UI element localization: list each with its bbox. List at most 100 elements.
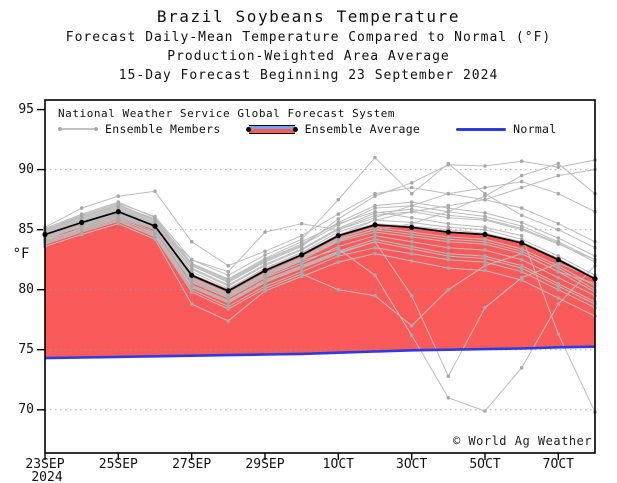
ensemble-member-marker xyxy=(556,302,561,306)
ensemble-member-line xyxy=(44,223,596,322)
ensemble-member-marker xyxy=(153,214,157,219)
ensemble-average-marker xyxy=(225,288,231,294)
member-line-icon xyxy=(62,128,94,130)
ensemble-average-legend-label: Ensemble Average xyxy=(304,122,421,136)
x-tick-label-29SEP: 29SEP xyxy=(245,457,285,472)
ensemble-average-marker xyxy=(152,223,158,229)
ensemble-member-line xyxy=(44,215,596,303)
ensemble-member-marker xyxy=(519,173,524,178)
y-tick-label-95: 95 xyxy=(18,101,34,117)
ensemble-member-marker xyxy=(483,237,487,242)
ensemble-member-marker xyxy=(226,307,231,311)
ensemble-member-marker xyxy=(189,239,194,244)
x-tick-label-5OCT: 5OCT xyxy=(469,457,501,472)
normal-line xyxy=(44,345,596,360)
ensemble-member-marker xyxy=(373,251,377,256)
ensemble-member-line xyxy=(44,207,596,287)
ensemble-member-marker xyxy=(483,185,487,190)
ensemble-member-marker xyxy=(409,293,414,298)
ensemble-member-line xyxy=(44,201,596,281)
ensemble-member-marker xyxy=(116,205,121,209)
ensemble-member-marker xyxy=(373,155,377,160)
ensemble-member-marker xyxy=(153,189,157,194)
ensemble-member-marker xyxy=(446,209,451,214)
ensemble-member-marker xyxy=(556,275,561,280)
ensemble-member-marker xyxy=(556,227,561,232)
ensemble-member-marker xyxy=(79,224,84,228)
ensemble-member-marker xyxy=(299,265,304,269)
ensemble-member-marker xyxy=(226,319,231,323)
subtitle-forecast-type: Forecast Daily-Mean Temperature Compared… xyxy=(65,30,552,45)
ensemble-member-marker xyxy=(409,191,414,196)
normal-legend-label: Normal xyxy=(513,122,557,136)
ensemble-member-marker xyxy=(409,181,414,185)
ensemble-member-marker xyxy=(556,241,561,245)
ensemble-member-marker xyxy=(556,284,561,288)
ensemble-member-marker xyxy=(409,323,414,328)
x-tick-label-25SEP: 25SEP xyxy=(98,457,138,472)
ensemble-member-marker xyxy=(446,161,451,166)
ensemble-member-marker xyxy=(556,221,561,226)
ensemble-member-line xyxy=(44,187,596,267)
ensemble-member-line xyxy=(44,209,596,291)
ensemble-member-marker xyxy=(446,213,451,218)
ensemble-member-marker xyxy=(263,286,267,291)
ensemble-member-marker xyxy=(483,248,487,252)
ensemble-member-marker xyxy=(263,259,267,263)
ensemble-member-marker xyxy=(226,273,231,278)
y-tick-label-90: 90 xyxy=(18,161,34,177)
ensemble-average-marker xyxy=(299,252,305,258)
ensemble-member-marker xyxy=(446,254,451,258)
ensemble-member-marker xyxy=(446,191,451,196)
legend-header: National Weather Service Global Forecast… xyxy=(58,107,396,120)
ensemble-member-marker xyxy=(299,272,304,276)
ensemble-member-marker xyxy=(519,366,524,370)
ensemble-member-marker xyxy=(556,287,561,292)
ensemble-average-marker xyxy=(79,219,85,226)
ensemble-member-marker xyxy=(519,278,524,282)
x-tick-label-27SEP: 27SEP xyxy=(172,457,212,472)
ensemble-member-marker xyxy=(299,256,304,261)
ensemble-member-marker xyxy=(483,409,487,413)
ensemble-member-marker xyxy=(226,279,231,284)
ensemble-member-marker xyxy=(373,227,377,232)
ensemble-member-marker xyxy=(519,237,524,242)
ensemble-member-marker xyxy=(519,220,524,225)
ensemble-member-marker xyxy=(299,261,304,266)
ensemble-member-marker xyxy=(116,219,121,224)
ensemble-member-marker xyxy=(263,279,267,284)
ensemble-member-marker xyxy=(189,269,194,274)
x-axis-year-label: 2024 xyxy=(31,470,63,483)
copyright-credit: © World Ag Weather xyxy=(452,434,592,448)
ensemble-member-marker xyxy=(556,296,561,300)
ensemble-member-marker xyxy=(556,236,561,240)
ensemble-member-marker xyxy=(373,211,377,215)
ensemble-member-marker xyxy=(519,226,524,231)
ensemble-member-marker xyxy=(483,263,487,268)
temperature-chart-canvas xyxy=(37,99,598,460)
ensemble-member-marker xyxy=(373,233,377,238)
ensemble-member-marker xyxy=(409,235,414,239)
above-normal-color-swatch xyxy=(248,129,295,133)
x-tick-label-23SEP: 23SEP xyxy=(25,457,65,472)
ensemble-average-marker xyxy=(262,267,268,274)
ensemble-member-marker xyxy=(409,333,414,338)
ensemble-member-marker xyxy=(446,287,451,292)
ensemble-member-marker xyxy=(299,247,304,251)
below-normal-color-swatch xyxy=(248,125,295,129)
ensemble-member-marker xyxy=(299,221,304,226)
ensemble-member-marker xyxy=(263,272,267,276)
ensemble-member-marker xyxy=(226,296,231,300)
legend-row: Ensemble Members Ensemble Average Normal xyxy=(58,121,557,137)
ensemble-member-marker xyxy=(409,247,414,251)
ensemble-member-marker xyxy=(483,217,487,221)
ensemble-member-marker xyxy=(189,302,194,306)
ensemble-member-marker xyxy=(483,211,487,215)
ensemble-member-marker xyxy=(189,280,194,285)
average-band-icon xyxy=(248,124,295,134)
ensemble-member-marker xyxy=(153,227,157,232)
ensemble-member-marker xyxy=(263,253,267,257)
ensemble-member-marker xyxy=(336,223,341,227)
ensemble-average-marker xyxy=(482,231,488,238)
